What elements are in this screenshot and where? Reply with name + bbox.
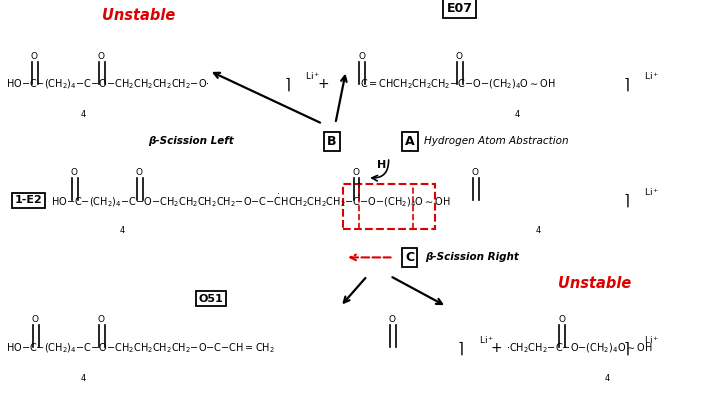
Text: $+$: $+$ <box>490 341 503 355</box>
Text: $\mathsf{HO{-}C{-}(CH_2)_4{-}C{-}O{-}CH_2CH_2CH_2CH_2{-}O{-}C{-}CH{=}CH_2}$: $\mathsf{HO{-}C{-}(CH_2)_4{-}C{-}O{-}CH_… <box>6 341 274 354</box>
Text: β-Scission Left: β-Scission Left <box>148 136 234 147</box>
Text: O51: O51 <box>199 294 223 304</box>
Text: O: O <box>135 168 143 177</box>
Text: A: A <box>405 135 415 148</box>
Text: $\mathsf{Li^+}$: $\mathsf{Li^+}$ <box>644 187 659 198</box>
Text: H: H <box>376 160 386 170</box>
Text: O: O <box>389 315 396 324</box>
Text: $\mathsf{HO{-}C{-}(CH_2)_4{-}C{-}O{-}CH_2CH_2CH_2CH_2{-}O{-}C{-}\dot{C}HCH_2CH_2: $\mathsf{HO{-}C{-}(CH_2)_4{-}C{-}O{-}CH_… <box>51 192 451 209</box>
Text: O: O <box>98 52 105 61</box>
Text: $\mathsf{C{=}CHCH_2CH_2CH_2{-}C{-}O{-}(CH_2)_4O{\sim}OH}$: $\mathsf{C{=}CHCH_2CH_2CH_2{-}C{-}O{-}(C… <box>360 78 556 91</box>
Text: O: O <box>352 168 359 177</box>
Text: $\mathsf{Li^+}$: $\mathsf{Li^+}$ <box>644 71 659 83</box>
Text: Unstable: Unstable <box>557 276 631 291</box>
Text: $\mathsf{\rceil}$: $\mathsf{\rceil}$ <box>623 339 629 356</box>
Text: E07: E07 <box>447 2 472 15</box>
Text: $+$: $+$ <box>316 77 329 92</box>
Text: $\mathsf{4}$: $\mathsf{4}$ <box>603 372 610 383</box>
Text: $\mathsf{4}$: $\mathsf{4}$ <box>118 224 125 235</box>
Text: $\mathsf{HO{-}C{-}(CH_2)_4{-}C{-}O{-}CH_2CH_2CH_2CH_2{-}O{\cdot}}$: $\mathsf{HO{-}C{-}(CH_2)_4{-}C{-}O{-}CH_… <box>6 78 209 91</box>
Text: $\mathsf{4}$: $\mathsf{4}$ <box>514 108 521 119</box>
Text: 1-E2: 1-E2 <box>14 195 43 206</box>
Text: $\mathsf{\rceil}$: $\mathsf{\rceil}$ <box>623 76 629 93</box>
Text: O: O <box>30 52 38 61</box>
Text: O: O <box>98 315 105 324</box>
Text: C: C <box>406 251 414 264</box>
Text: $\mathsf{\rceil}$: $\mathsf{\rceil}$ <box>284 76 290 93</box>
Text: O: O <box>71 168 78 177</box>
Text: $\mathsf{4}$: $\mathsf{4}$ <box>79 108 86 119</box>
Text: $\mathsf{{\cdot}CH_2CH_2{-}C{-}O{-}(CH_2)_4O{\sim}OH}$: $\mathsf{{\cdot}CH_2CH_2{-}C{-}O{-}(CH_2… <box>506 341 653 354</box>
Text: O: O <box>32 315 39 324</box>
Text: Unstable: Unstable <box>101 8 175 23</box>
Text: $\mathsf{\rceil}$: $\mathsf{\rceil}$ <box>623 192 629 209</box>
Text: $\mathsf{4}$: $\mathsf{4}$ <box>535 224 542 235</box>
Text: $\mathsf{Li^+}$: $\mathsf{Li^+}$ <box>305 71 320 83</box>
Text: β-Scission Right: β-Scission Right <box>425 252 519 263</box>
Text: $\mathsf{Li^+}$: $\mathsf{Li^+}$ <box>644 334 659 346</box>
Text: O: O <box>456 52 463 61</box>
Text: O: O <box>471 168 479 177</box>
Text: $\mathsf{\rceil}$: $\mathsf{\rceil}$ <box>457 339 464 356</box>
Text: O: O <box>558 315 565 324</box>
Text: $\mathsf{4}$: $\mathsf{4}$ <box>79 372 86 383</box>
Text: Hydrogen Atom Abstraction: Hydrogen Atom Abstraction <box>424 136 569 147</box>
Text: B: B <box>327 135 337 148</box>
Text: O: O <box>358 52 365 61</box>
Text: $\mathsf{Li^+}$: $\mathsf{Li^+}$ <box>479 334 494 346</box>
